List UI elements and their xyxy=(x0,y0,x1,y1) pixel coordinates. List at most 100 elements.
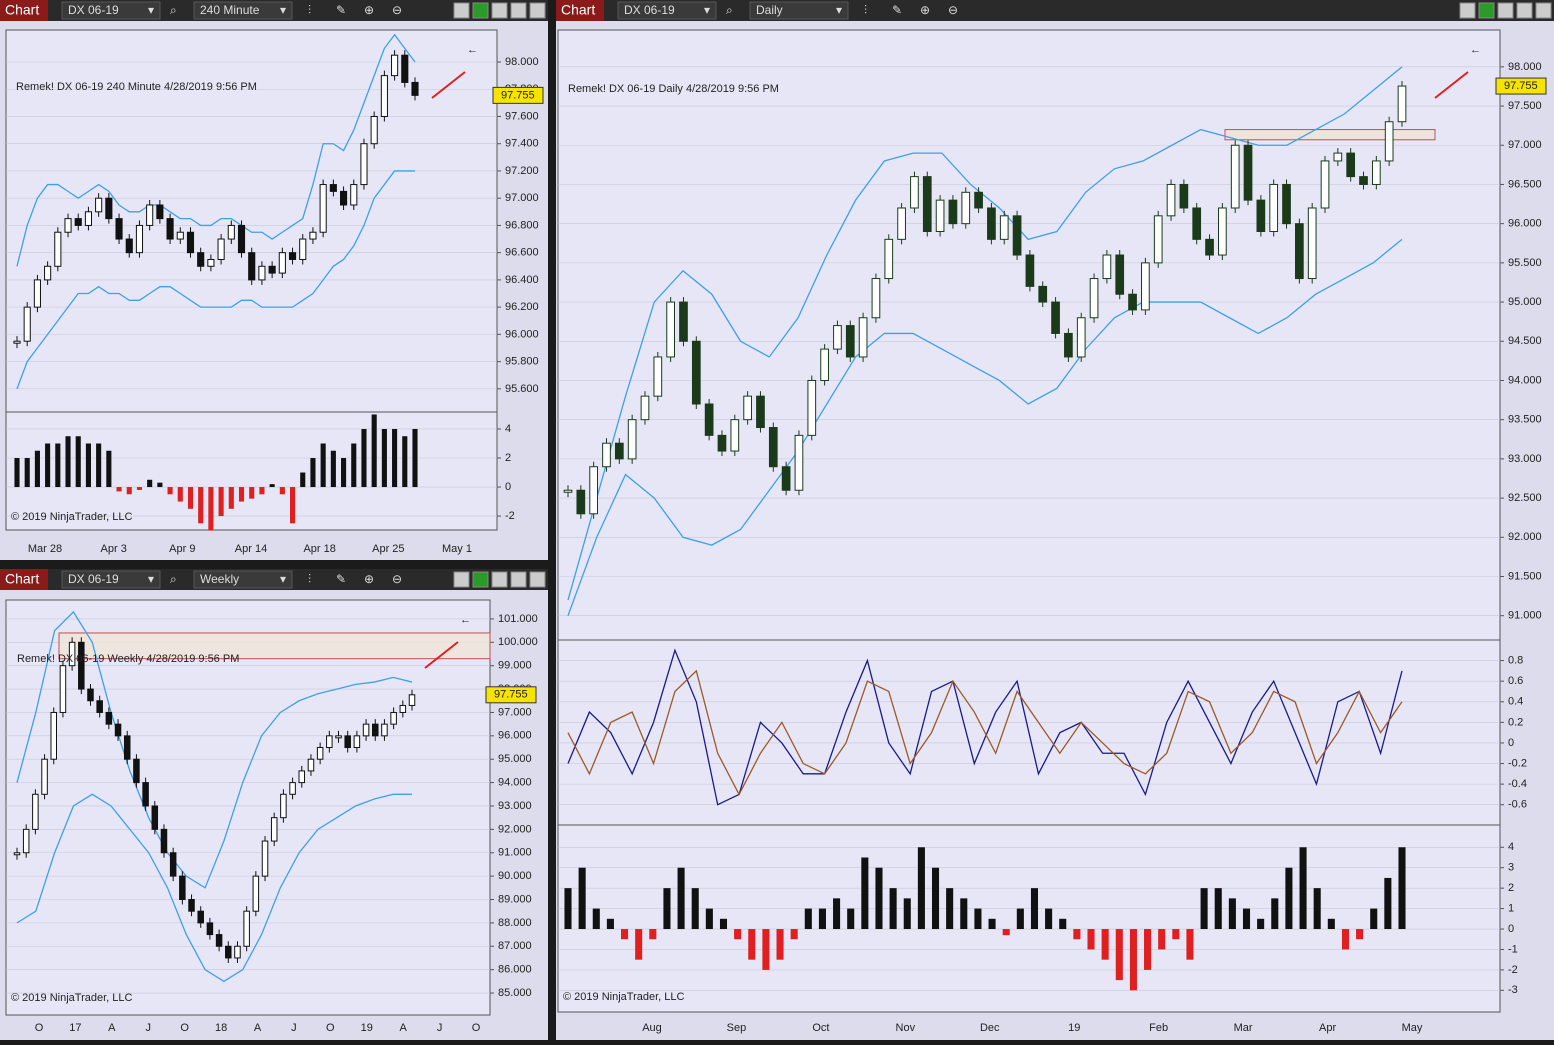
candle xyxy=(743,395,752,421)
histogram-bar xyxy=(45,443,51,488)
window-button[interactable] xyxy=(1497,2,1514,19)
candle xyxy=(974,191,983,209)
histogram-bar xyxy=(24,458,30,488)
instrument-label[interactable]: DX 06-19 xyxy=(68,572,119,586)
indicator-line xyxy=(16,170,415,390)
instrument-dropdown[interactable] xyxy=(617,1,717,20)
interval-label[interactable]: Daily xyxy=(756,3,783,17)
window-button[interactable] xyxy=(491,2,508,19)
window-button[interactable] xyxy=(510,2,527,19)
tool-icon[interactable]: ✎ xyxy=(336,572,346,586)
y-tick-label: 95.600 xyxy=(505,383,539,395)
interval-dropdown[interactable] xyxy=(193,570,293,589)
instrument-dropdown[interactable] xyxy=(61,1,161,20)
histogram-bar xyxy=(300,472,306,488)
tool-icon[interactable]: ⊖ xyxy=(392,572,402,586)
window-button[interactable] xyxy=(529,2,546,19)
candle xyxy=(186,231,195,254)
tool-icon[interactable]: ✎ xyxy=(892,3,902,17)
plot-area xyxy=(557,29,1501,641)
candle xyxy=(589,466,599,515)
interval-label[interactable]: 240 Minute xyxy=(200,3,260,17)
window-button[interactable] xyxy=(472,571,489,588)
histogram-bar xyxy=(691,888,699,930)
candle xyxy=(299,238,307,260)
y-tick-label: 94.000 xyxy=(1508,374,1542,386)
y-tick-label: 0.8 xyxy=(1508,654,1523,666)
y-tick-label: -0.2 xyxy=(1508,757,1527,769)
tool-icon[interactable]: ⫶ xyxy=(308,3,311,17)
x-axis-label: May 1 xyxy=(442,543,472,555)
y-tick-label: 96.000 xyxy=(505,328,539,340)
interval-label[interactable]: Weekly xyxy=(200,572,239,586)
window-button[interactable] xyxy=(1516,2,1533,19)
x-axis-label: 17 xyxy=(69,1022,81,1034)
interval-dropdown[interactable] xyxy=(193,1,293,20)
window-button[interactable] xyxy=(529,571,546,588)
candle xyxy=(807,379,817,436)
histogram-bar xyxy=(847,908,855,930)
tool-icon[interactable]: ⫶ xyxy=(308,572,311,586)
histogram-bar xyxy=(1030,888,1039,930)
histogram-bar xyxy=(578,867,586,930)
candle xyxy=(261,840,269,877)
candle xyxy=(1230,144,1240,209)
candle xyxy=(225,945,232,959)
y-tick-label: 95.000 xyxy=(498,753,532,765)
y-tick-label: 4 xyxy=(505,423,511,435)
candle xyxy=(717,434,727,452)
histogram-bar xyxy=(606,918,614,930)
window-button[interactable] xyxy=(491,571,508,588)
y-tick-label: 96.200 xyxy=(505,301,539,313)
tool-icon[interactable]: ✎ xyxy=(336,3,346,17)
window-button[interactable] xyxy=(453,571,470,588)
candle xyxy=(756,395,765,429)
candle xyxy=(59,665,67,713)
histogram-bar xyxy=(1087,929,1095,950)
chart-tab-label[interactable]: Chart xyxy=(5,2,39,18)
instrument-label[interactable]: DX 06-19 xyxy=(624,3,675,17)
chart-tab-label[interactable]: Chart xyxy=(561,2,595,18)
dropdown-arrow: ▾ xyxy=(704,3,710,17)
interval-dropdown[interactable] xyxy=(749,1,849,20)
candle xyxy=(133,758,140,784)
histogram-bar xyxy=(14,458,20,488)
candle xyxy=(289,782,296,795)
histogram-bar xyxy=(790,929,798,940)
window-button[interactable] xyxy=(510,571,527,588)
window-button[interactable] xyxy=(1459,2,1476,19)
histogram-bar xyxy=(259,487,265,495)
histogram-bar xyxy=(719,918,728,930)
tool-icon[interactable]: ⊕ xyxy=(364,572,374,586)
candle xyxy=(360,143,368,186)
histogram-bar xyxy=(147,479,153,488)
candle xyxy=(54,231,62,267)
tool-icon[interactable]: ⊖ xyxy=(948,3,958,17)
y-tick-label: 101.000 xyxy=(498,613,538,625)
tool-icon[interactable]: ⊕ xyxy=(364,3,374,17)
chart-tab[interactable] xyxy=(556,0,604,21)
chart-tab-label[interactable]: Chart xyxy=(5,571,39,587)
y-tick-label: 2 xyxy=(1508,882,1514,894)
tool-icon[interactable]: ⫶ xyxy=(864,3,867,17)
window-button[interactable] xyxy=(472,2,489,19)
candle xyxy=(380,75,388,117)
window-button[interactable] xyxy=(1535,2,1552,19)
instrument-label[interactable]: DX 06-19 xyxy=(68,3,119,17)
histogram-bar xyxy=(1158,929,1166,950)
instrument-dropdown[interactable] xyxy=(61,570,161,589)
candle xyxy=(820,348,829,381)
candle xyxy=(13,340,21,344)
candle xyxy=(602,442,611,468)
window-button[interactable] xyxy=(453,2,470,19)
y-tick-label: 96.500 xyxy=(1508,178,1542,190)
x-axis-label: A xyxy=(399,1022,407,1034)
x-axis-label: J xyxy=(291,1022,297,1034)
chart-tab[interactable] xyxy=(0,569,48,590)
tool-icon[interactable]: ⊕ xyxy=(920,3,930,17)
tool-icon[interactable]: ⊖ xyxy=(392,3,402,17)
window-button[interactable] xyxy=(1478,2,1495,19)
chart-tab[interactable] xyxy=(0,0,48,21)
histogram-bar xyxy=(1327,918,1335,930)
candle xyxy=(309,231,317,240)
